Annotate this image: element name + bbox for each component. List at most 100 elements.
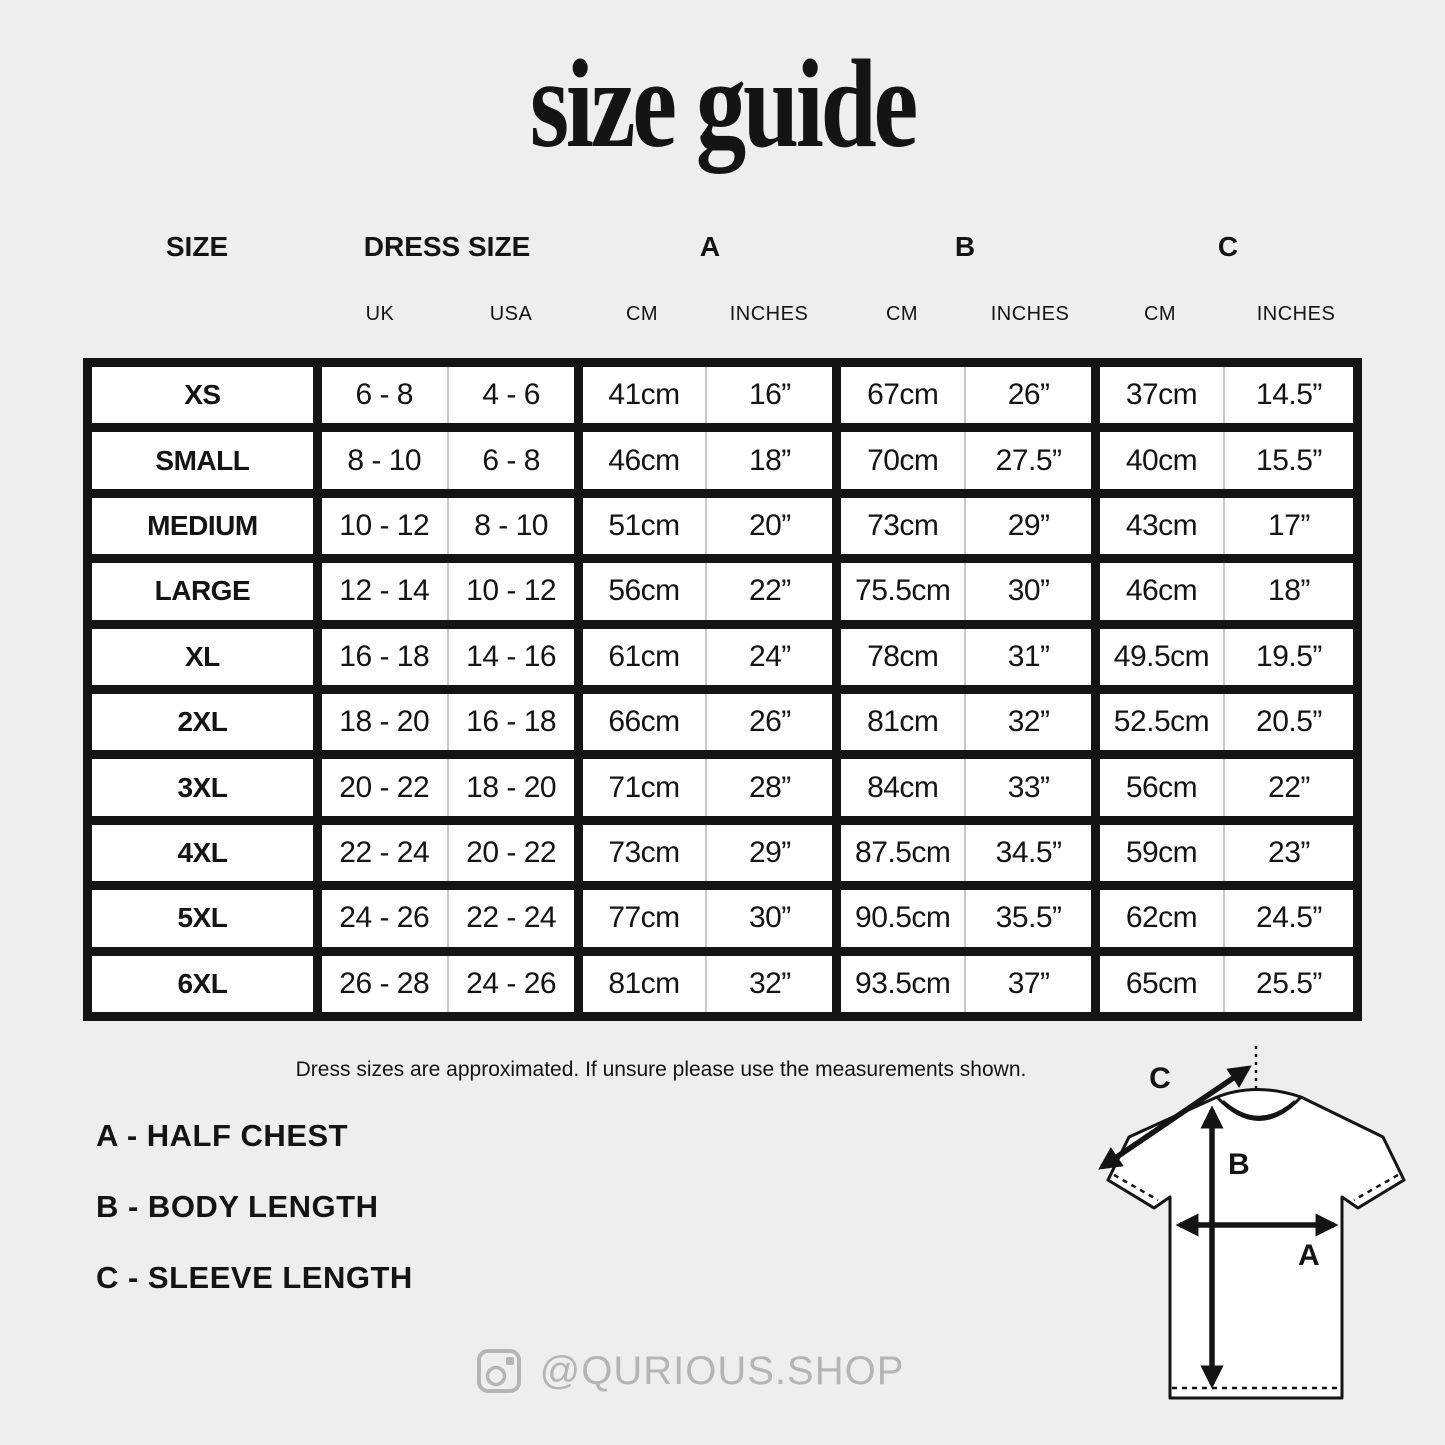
b-inches-cell: 26” [964,357,1096,433]
table-row: MEDIUM 10 - 12 8 - 10 51cm 20” 73cm 29” … [87,488,1358,564]
size-cell: MEDIUM [87,488,318,564]
subheader-b-inches: INCHES [990,303,1070,325]
a-cm-cell: 61cm [573,619,707,694]
a-inches-cell: 29” [705,815,837,891]
b-inches-cell: 29” [964,488,1096,564]
a-cm-cell: 66cm [573,684,707,760]
a-cm-cell: 41cm [573,357,707,433]
measurement-legend: A - HALF CHEST B - BODY LENGTH C - SLEEV… [96,1118,413,1331]
a-inches-cell: 26” [705,684,837,760]
uk-cell: 18 - 20 [312,684,448,760]
usa-cell: 24 - 26 [446,946,579,1022]
b-cm-cell: 84cm [832,750,966,825]
c-cm-cell: 49.5cm [1091,619,1224,694]
sleeve-length-arrow [1098,1065,1252,1170]
a-inches-cell: 24” [705,619,837,694]
a-inches-cell: 18” [705,423,837,498]
size-cell: 4XL [87,815,318,891]
label-a: A [1298,1239,1320,1272]
usa-cell: 16 - 18 [446,684,579,760]
usa-cell: 4 - 6 [446,357,579,433]
table-row: SMALL 8 - 10 6 - 8 46cm 18” 70cm 27.5” 4… [87,423,1358,498]
a-cm-cell: 71cm [573,750,707,825]
usa-cell: 20 - 22 [446,815,579,891]
right-sleeve-stitch [1353,1173,1399,1202]
legend-c-sleeve-length: C - SLEEVE LENGTH [96,1260,413,1295]
b-inches-cell: 31” [964,619,1096,694]
a-inches-cell: 20” [705,488,837,564]
uk-cell: 20 - 22 [312,750,448,825]
legend-b-body-length: B - BODY LENGTH [96,1189,379,1224]
b-inches-cell: 30” [964,554,1096,629]
size-table: XS 6 - 8 4 - 6 41cm 16” 67cm 26” 37cm 14… [83,357,1362,1022]
c-inches-cell: 25.5” [1222,946,1358,1022]
b-inches-cell: 34.5” [964,815,1096,891]
usa-cell: 10 - 12 [446,554,579,629]
a-inches-cell: 16” [705,357,837,433]
c-inches-cell: 17” [1222,488,1358,564]
b-cm-cell: 81cm [832,684,966,760]
size-cell: 5XL [87,881,318,956]
b-cm-cell: 93.5cm [832,946,966,1022]
c-cm-cell: 52.5cm [1091,684,1224,760]
c-inches-cell: 15.5” [1222,423,1358,498]
table-row: LARGE 12 - 14 10 - 12 56cm 22” 75.5cm 30… [87,554,1358,629]
size-cell: 6XL [87,946,318,1022]
size-cell: 3XL [87,750,318,825]
c-inches-cell: 19.5” [1222,619,1358,694]
column-header-b: B [954,231,976,262]
c-inches-cell: 23” [1222,815,1358,891]
b-inches-cell: 33” [964,750,1096,825]
table-row: 2XL 18 - 20 16 - 18 66cm 26” 81cm 32” 52… [87,684,1358,760]
c-cm-cell: 65cm [1091,946,1224,1022]
column-header-c: C [1217,231,1239,262]
subheader-a-inches: INCHES [729,303,809,325]
a-cm-cell: 73cm [573,815,707,891]
a-inches-cell: 30” [705,881,837,956]
label-c: C [1149,1062,1171,1095]
label-b: B [1228,1148,1250,1181]
uk-cell: 8 - 10 [312,423,448,498]
column-header-size: SIZE [165,231,229,262]
tshirt-measurement-diagram: C B A [1098,1046,1406,1400]
c-cm-cell: 59cm [1091,815,1224,891]
table-row: XS 6 - 8 4 - 6 41cm 16” 67cm 26” 37cm 14… [87,357,1358,433]
c-inches-cell: 20.5” [1222,684,1358,760]
table-row: 6XL 26 - 28 24 - 26 81cm 32” 93.5cm 37” … [87,946,1358,1022]
instagram-handle: @QURIOUS.SHOP [539,1348,905,1393]
uk-cell: 26 - 28 [312,946,448,1022]
left-sleeve-stitch [1113,1173,1159,1202]
c-cm-cell: 43cm [1091,488,1224,564]
usa-cell: 18 - 20 [446,750,579,825]
b-inches-cell: 35.5” [964,881,1096,956]
table-row: 4XL 22 - 24 20 - 22 73cm 29” 87.5cm 34.5… [87,815,1358,891]
c-cm-cell: 56cm [1091,750,1224,825]
b-cm-cell: 78cm [832,619,966,694]
c-cm-cell: 37cm [1091,357,1224,433]
subheader-uk: UK [365,303,395,325]
subheader-c-cm: CM [1143,303,1177,325]
c-cm-cell: 62cm [1091,881,1224,956]
c-cm-cell: 46cm [1091,554,1224,629]
b-cm-cell: 73cm [832,488,966,564]
measurement-arrows [1098,1065,1339,1389]
table-row: 5XL 24 - 26 22 - 24 77cm 30” 90.5cm 35.5… [87,881,1358,956]
subheader-a-cm: CM [625,303,659,325]
social-row: @QURIOUS.SHOP [0,1348,1380,1394]
page-title: size guide [529,35,918,174]
uk-cell: 12 - 14 [312,554,448,629]
column-header-dress-size: DRESS SIZE [363,231,531,262]
usa-cell: 6 - 8 [446,423,579,498]
c-inches-cell: 22” [1222,750,1358,825]
size-cell: LARGE [87,554,318,629]
b-cm-cell: 87.5cm [832,815,966,891]
uk-cell: 16 - 18 [312,619,448,694]
subheader-c-inches: INCHES [1256,303,1336,325]
c-inches-cell: 14.5” [1222,357,1358,433]
a-cm-cell: 56cm [573,554,707,629]
a-cm-cell: 81cm [573,946,707,1022]
b-inches-cell: 37” [964,946,1096,1022]
a-inches-cell: 22” [705,554,837,629]
b-inches-cell: 27.5” [964,423,1096,498]
